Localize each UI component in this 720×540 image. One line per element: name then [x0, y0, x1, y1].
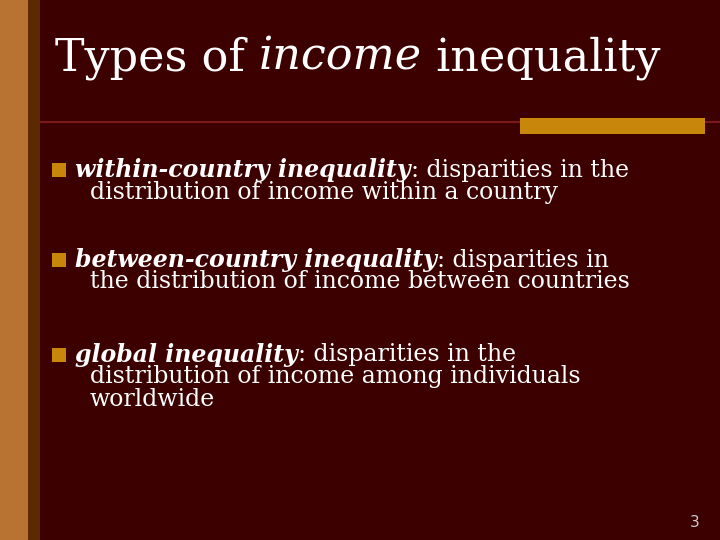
Text: the distribution of income between countries: the distribution of income between count…: [90, 271, 630, 294]
Text: inequality: inequality: [422, 36, 661, 79]
Bar: [52, 348, 66, 362]
Text: 3: 3: [690, 515, 700, 530]
Bar: [0, 0, 38, 540]
Bar: [28, 0, 40, 540]
Text: Types of: Types of: [55, 36, 259, 79]
Text: income: income: [259, 36, 422, 79]
Bar: [52, 163, 66, 177]
Text: within-country inequality: within-country inequality: [75, 158, 410, 182]
Text: : disparities in: : disparities in: [437, 248, 609, 272]
Text: : disparities in the: : disparities in the: [410, 159, 629, 181]
Bar: [520, 118, 705, 134]
Bar: [52, 253, 66, 267]
Text: between-country inequality: between-country inequality: [75, 248, 437, 272]
Text: : disparities in the: : disparities in the: [298, 343, 516, 367]
Text: global inequality: global inequality: [75, 343, 298, 367]
Text: distribution of income among individuals: distribution of income among individuals: [90, 366, 580, 388]
Text: worldwide: worldwide: [90, 388, 215, 410]
Text: distribution of income within a country: distribution of income within a country: [90, 180, 558, 204]
